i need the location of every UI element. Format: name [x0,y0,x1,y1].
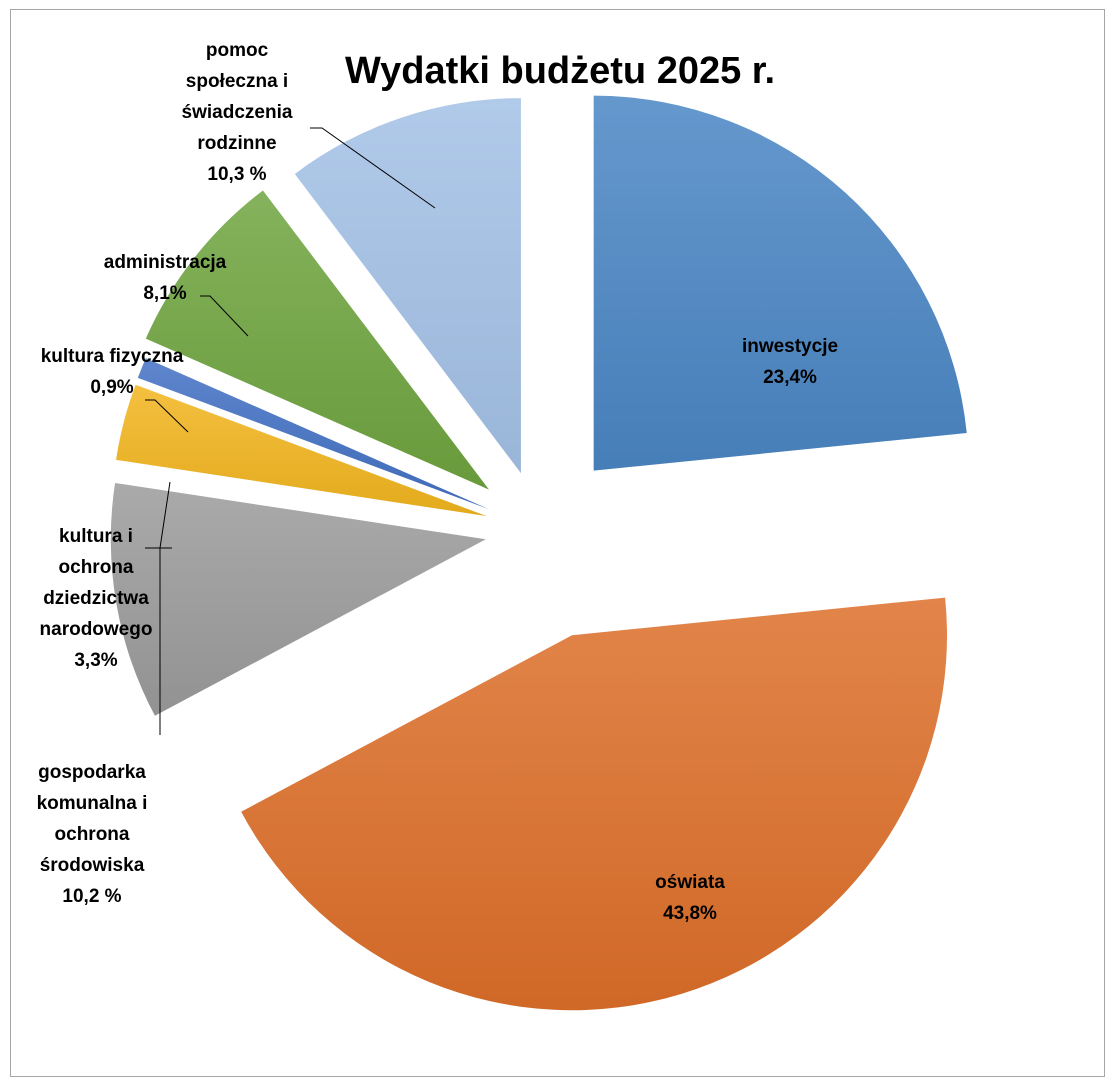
pie-slice-6 [145,190,490,490]
slice-label-7: pomoc społeczna i świadczenia rodzinne 10,3 … [182,40,293,185]
pie-slice-3 [110,482,486,716]
leader-line-7 [310,127,436,209]
leader-line-4 [145,481,171,549]
slice-label-4: kultura i ochrona dziedzictwa narodowego 3,3… [40,526,153,671]
slice-label-3: gospodarka komunalna i ochrona środowiska 10… [37,762,148,907]
leader-line-6 [200,295,249,337]
pie-slice-7 [294,98,521,474]
pie-slice-5 [137,358,490,510]
slice-label-1: inwestycje 23,4% [742,336,838,388]
leader-line-5 [145,399,189,433]
slice-label-2: oświata 43,8% [655,872,725,924]
pie-slices [110,95,967,1011]
slice-label-5: kultura fizyczna 0,9% [41,346,184,398]
slice-labels: inwestycje 23,4% oświata 43,8% gospodarka kom… [37,40,838,924]
leader-lines [145,127,436,735]
pie-slice-1 [593,95,967,471]
pie-slice-4 [116,384,487,517]
slice-label-6: administracja 8,1% [104,252,227,304]
pie-slice-2 [241,597,948,1011]
chart-title: Wydatki budżetu 2025 r. [345,50,775,92]
